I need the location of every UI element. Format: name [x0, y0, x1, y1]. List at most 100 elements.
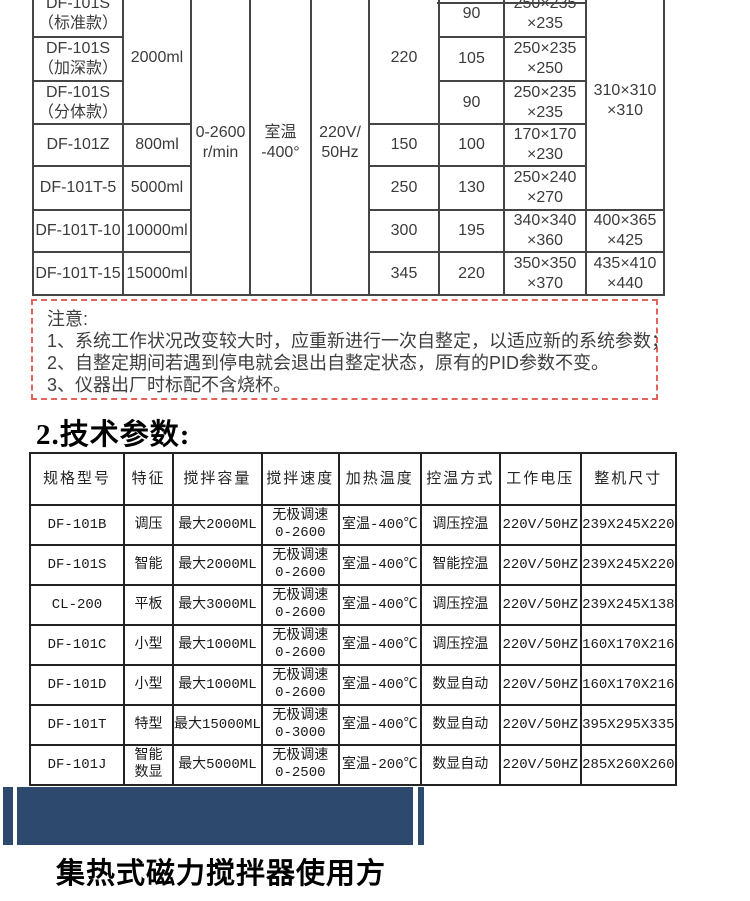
params-cell: 160X170X216 — [579, 664, 677, 706]
params-cell: 220V/50HZ — [498, 744, 582, 786]
params-cell: 220V/50HZ — [498, 704, 582, 746]
spec-cell-speed: 0-2600 r/min — [190, 0, 251, 296]
params-row: DF-101S 智能 最大2000ML 无极调速 0-2600 室温-400℃ … — [29, 544, 677, 586]
spec-cell-dim3: 170×170 ×230 — [503, 123, 587, 167]
params-header-cell: 控温方式 — [419, 452, 501, 506]
params-cell: 最大2000ML — [172, 544, 263, 586]
spec-cell-dim2: 90 — [438, 0, 505, 38]
spec-cell-voltage: 220V/ 50Hz — [310, 0, 370, 296]
footer-title: 集热式磁力搅拌器使用方 — [56, 858, 387, 890]
spec-cell-dim3: 350×350 ×370 — [503, 251, 587, 296]
notice-title: 注意: — [47, 309, 89, 329]
params-cell: 无极调速 0-2600 — [260, 504, 340, 546]
spec-cell-dim1: 150 — [368, 123, 440, 167]
params-cell: 220V/50HZ — [498, 664, 582, 706]
spec-cell-capacity: 5000ml — [122, 165, 192, 211]
params-cell: DF-101J — [29, 744, 125, 786]
params-header-cell: 搅拌速度 — [260, 452, 340, 506]
spec-cell-model: DF-101S （分体款） — [32, 80, 124, 125]
params-cell: 室温-400℃ — [337, 504, 422, 546]
params-header-cell: 加热温度 — [337, 452, 422, 506]
spec-cell-dim3: 250×235 ×235 — [503, 0, 587, 38]
params-cell: 最大15000ML — [172, 704, 263, 746]
params-row: DF-101C 小型 最大1000ML 无极调速 0-2600 室温-400℃ … — [29, 624, 677, 666]
params-cell: 220V/50HZ — [498, 584, 582, 626]
params-header-cell: 工作电压 — [498, 452, 582, 506]
params-cell: 智能 — [123, 544, 174, 586]
spec-cell-dim3: 250×240 ×270 — [503, 165, 587, 211]
params-cell: 室温-400℃ — [337, 544, 422, 586]
params-cell: 平板 — [123, 584, 174, 626]
params-table: 规格型号 特征 搅拌容量 搅拌速度 加热温度 控温方式 工作电压 整机尺寸 DF… — [29, 452, 677, 786]
params-cell: 无极调速 0-2600 — [260, 544, 340, 586]
params-cell: 无极调速 0-2600 — [260, 584, 340, 626]
params-row: DF-101B 调压 最大2000ML 无极调速 0-2600 室温-400℃ … — [29, 504, 677, 546]
params-cell: 无极调速 0-3000 — [260, 704, 340, 746]
notice-item: 1、系统工作状况改变较大时，应重新进行一次自整定，以适应新的系统参数； — [47, 331, 670, 351]
spec-cell-model: DF-101T-15 — [32, 251, 124, 296]
usage-banner: 使用方法 — [17, 787, 413, 896]
spec-cell-dim4: 435×410 ×440 — [585, 251, 665, 296]
params-cell: 395X295X335 — [579, 704, 677, 746]
spec-row: DF-101T-5 5000ml 250 130 250×240 ×270 — [32, 165, 664, 211]
params-cell: 285X260X260 — [579, 744, 677, 786]
spec-cell-dim3: 250×235 ×250 — [503, 36, 587, 82]
spec-cell-dim1: 220 — [368, 0, 440, 125]
params-cell: 无极调速 0-2500 — [260, 744, 340, 786]
params-row: DF-101D 小型 最大1000ML 无极调速 0-2600 室温-400℃ … — [29, 664, 677, 706]
params-cell: 室温-400℃ — [337, 624, 422, 666]
params-cell: 最大2000ML — [172, 504, 263, 546]
spec-cell-dim2: 90 — [438, 80, 505, 125]
spec-cell-model: DF-101Z — [32, 123, 124, 167]
spec-cell-model: DF-101S （标准款） — [32, 0, 124, 38]
params-cell: 无极调速 0-2600 — [260, 624, 340, 666]
params-cell: 调压控温 — [419, 624, 501, 666]
params-cell: 调压控温 — [419, 584, 501, 626]
spec-row: DF-101S （分体款） 90 250×235 ×235 — [32, 80, 664, 125]
params-row: DF-101J 智能 数显 最大5000ML 无极调速 0-2500 室温-20… — [29, 744, 677, 786]
params-cell: 数显自动 — [419, 704, 501, 746]
spec-row: DF-101T-10 10000ml 300 195 340×340 ×360 … — [32, 209, 665, 253]
params-cell: DF-101B — [29, 504, 125, 546]
params-cell: 调压 — [123, 504, 174, 546]
params-cell: 最大1000ML — [172, 624, 263, 666]
params-cell: 特型 — [123, 704, 174, 746]
spec-row: DF-101T-15 15000ml 345 220 350×350 ×370 … — [32, 251, 665, 296]
params-cell: DF-101D — [29, 664, 125, 706]
params-cell: 239X245X220 — [579, 504, 677, 546]
params-header-cell: 特征 — [123, 452, 174, 506]
params-cell: 室温-200℃ — [337, 744, 422, 786]
params-cell: 小型 — [123, 624, 174, 666]
spec-cell-dim2: 130 — [438, 165, 505, 211]
params-cell: CL-200 — [29, 584, 125, 626]
params-cell: 220V/50HZ — [498, 504, 582, 546]
params-cell: 数显自动 — [419, 664, 501, 706]
params-cell: 室温-400℃ — [337, 584, 422, 626]
params-cell: 239X245X220 — [579, 544, 677, 586]
spec-cell-capacity: 10000ml — [122, 209, 192, 253]
spec-cell-dim4: 310×310 ×310 — [585, 0, 665, 211]
params-cell: 最大5000ML — [172, 744, 263, 786]
params-cell: 220V/50HZ — [498, 624, 582, 666]
spec-cell-dim3: 340×340 ×360 — [503, 209, 587, 253]
spec-cell-dim2: 195 — [438, 209, 505, 253]
spec-table: DF-101S （标准款） 2000ml 0-2600 r/min 室温 -40… — [32, 0, 665, 296]
spec-cell-model: DF-101T-10 — [32, 209, 124, 253]
spec-cell-dim2: 100 — [438, 123, 505, 167]
notice-item: 3、仪器出厂时标配不含烧杯。 — [47, 375, 292, 395]
params-cell: 最大3000ML — [172, 584, 263, 626]
spec-cell-dim4: 400×365 ×425 — [585, 209, 665, 253]
spec-cell-temp: 室温 -400° — [249, 0, 312, 296]
params-cell: 智能 数显 — [123, 744, 174, 786]
spec-cell-dim3: 250×235 ×235 — [503, 80, 587, 125]
spec-row: DF-101S （加深款） 105 250×235 ×250 — [32, 36, 664, 82]
spec-cell-dim1: 300 — [368, 209, 440, 253]
tech-params-heading: 2.技术参数: — [36, 419, 191, 451]
spec-cell-capacity: 2000ml — [122, 0, 192, 125]
spec-cell-dim2: 220 — [438, 251, 505, 296]
params-cell: 239X245X138 — [579, 584, 677, 626]
params-cell: 无极调速 0-2600 — [260, 664, 340, 706]
params-cell: 220V/50HZ — [498, 544, 582, 586]
banner-right-accent-bar — [418, 787, 424, 845]
params-header-row: 规格型号 特征 搅拌容量 搅拌速度 加热温度 控温方式 工作电压 整机尺寸 — [29, 452, 677, 506]
